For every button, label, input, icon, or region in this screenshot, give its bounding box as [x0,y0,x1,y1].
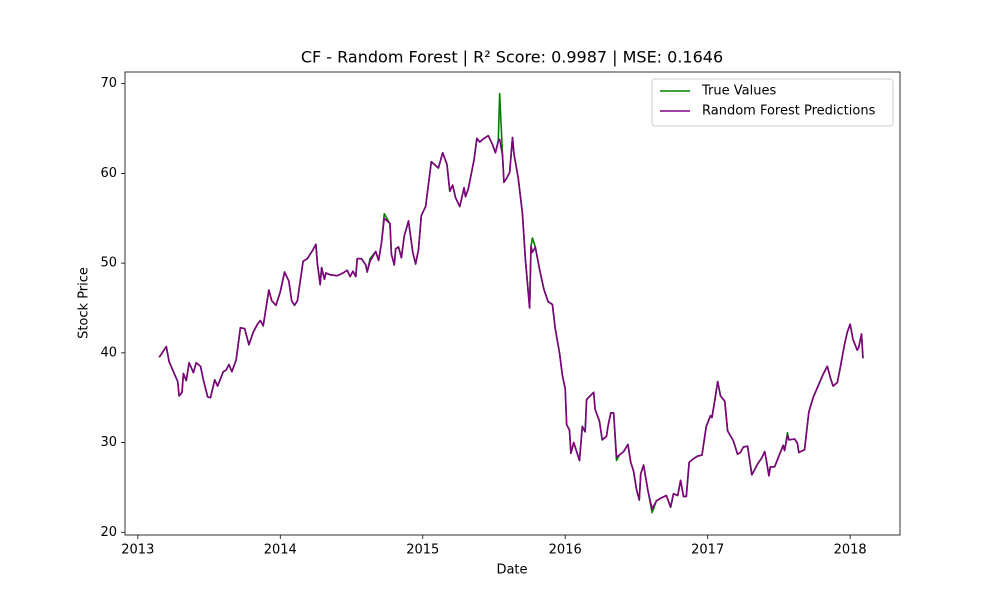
x-tick-label: 2017 [691,543,724,558]
y-tick-label: 40 [100,345,117,360]
legend-label: Random Forest Predictions [702,104,876,119]
x-axis-label: Date [496,563,527,578]
y-tick-label: 70 [100,76,117,91]
y-tick-label: 50 [100,256,117,271]
x-tick-label: 2015 [406,543,439,558]
chart-title: CF - Random Forest | R² Score: 0.9987 | … [301,48,723,67]
series-line [158,134,864,510]
plot-frame [124,71,901,536]
x-tick-label: 2016 [549,543,582,558]
legend-label: True Values [701,84,776,99]
y-tick-label: 30 [100,435,117,450]
y-tick-label: 60 [100,166,117,181]
legend: True Values Random Forest Predictions [651,78,894,127]
x-tick-label: 2018 [834,543,867,558]
x-tick-label: 2013 [121,543,154,558]
y-tick-label: 20 [100,525,117,540]
legend-box [651,78,894,127]
y-axis-label: Stock Price [77,267,92,339]
x-tick-label: 2014 [264,543,297,558]
